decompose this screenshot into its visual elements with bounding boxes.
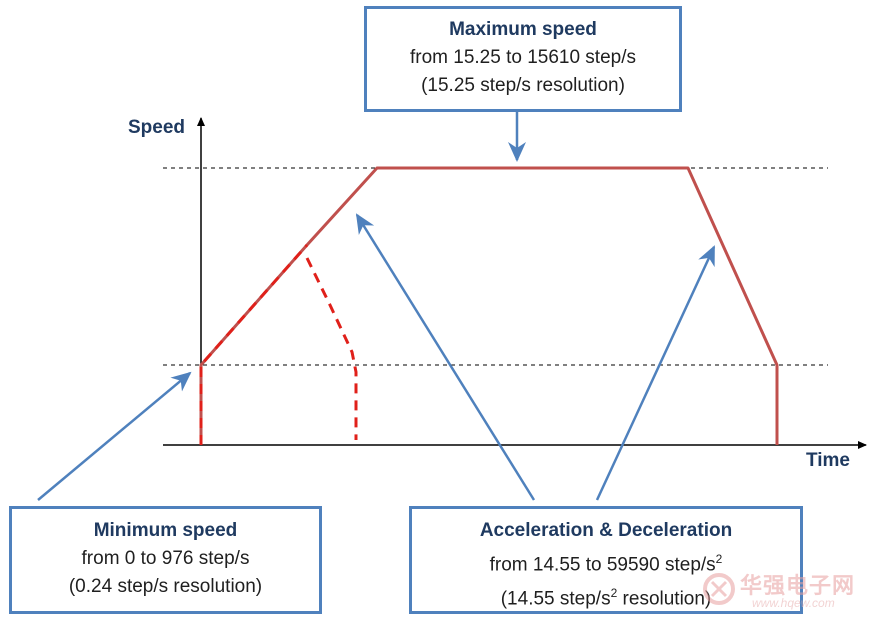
acceleration-resolution: (14.55 step/s2 resolution) [412,579,800,613]
early-deceleration-dashed-curve [305,257,358,440]
y-axis-label: Speed [128,117,186,138]
speed-profile-line [199,166,779,445]
watermark: 华强电子网 www.hqew.com [700,566,870,616]
acceleration-arrow [355,213,536,501]
min-speed-box: Minimum speed from 0 to 976 step/s (0.24… [9,506,322,614]
watermark-text: 华强电子网 [740,573,856,598]
acceleration-range: from 14.55 to 59590 step/s2 [412,545,800,579]
max-speed-range: from 15.25 to 15610 step/s [409,47,637,68]
acceleration-resolution-suffix: resolution) [617,588,712,610]
acceleration-resolution-exponent: 2 [610,586,618,601]
deceleration-arrow [595,245,716,501]
acceleration-deceleration-title: Acceleration & Deceleration [479,520,733,541]
max-speed-title: Maximum speed [449,19,597,40]
min-speed-title: Minimum speed [93,520,238,541]
watermark-logo-icon [703,573,735,605]
min-speed-range: from 0 to 976 step/s [81,548,250,569]
x-axis-label: Time [806,450,851,471]
acceleration-range-exponent: 2 [715,552,723,566]
acceleration-deceleration-box: Acceleration & Deceleration from 14.55 t… [409,506,803,614]
min-speed-resolution: (0.24 step/s resolution) [68,576,263,597]
min-speed-arrow [37,371,192,501]
acceleration-range-text: from 14.55 to 59590 step/s [489,554,716,576]
max-speed-box: Maximum speed from 15.25 to 15610 step/s… [364,6,682,112]
watermark-url: www.hqew.com [752,596,835,610]
max-speed-resolution: (15.25 step/s resolution) [421,75,625,96]
acceleration-resolution-text: (14.55 step/s [500,588,611,610]
early-deceleration-dashed-line [199,244,309,445]
